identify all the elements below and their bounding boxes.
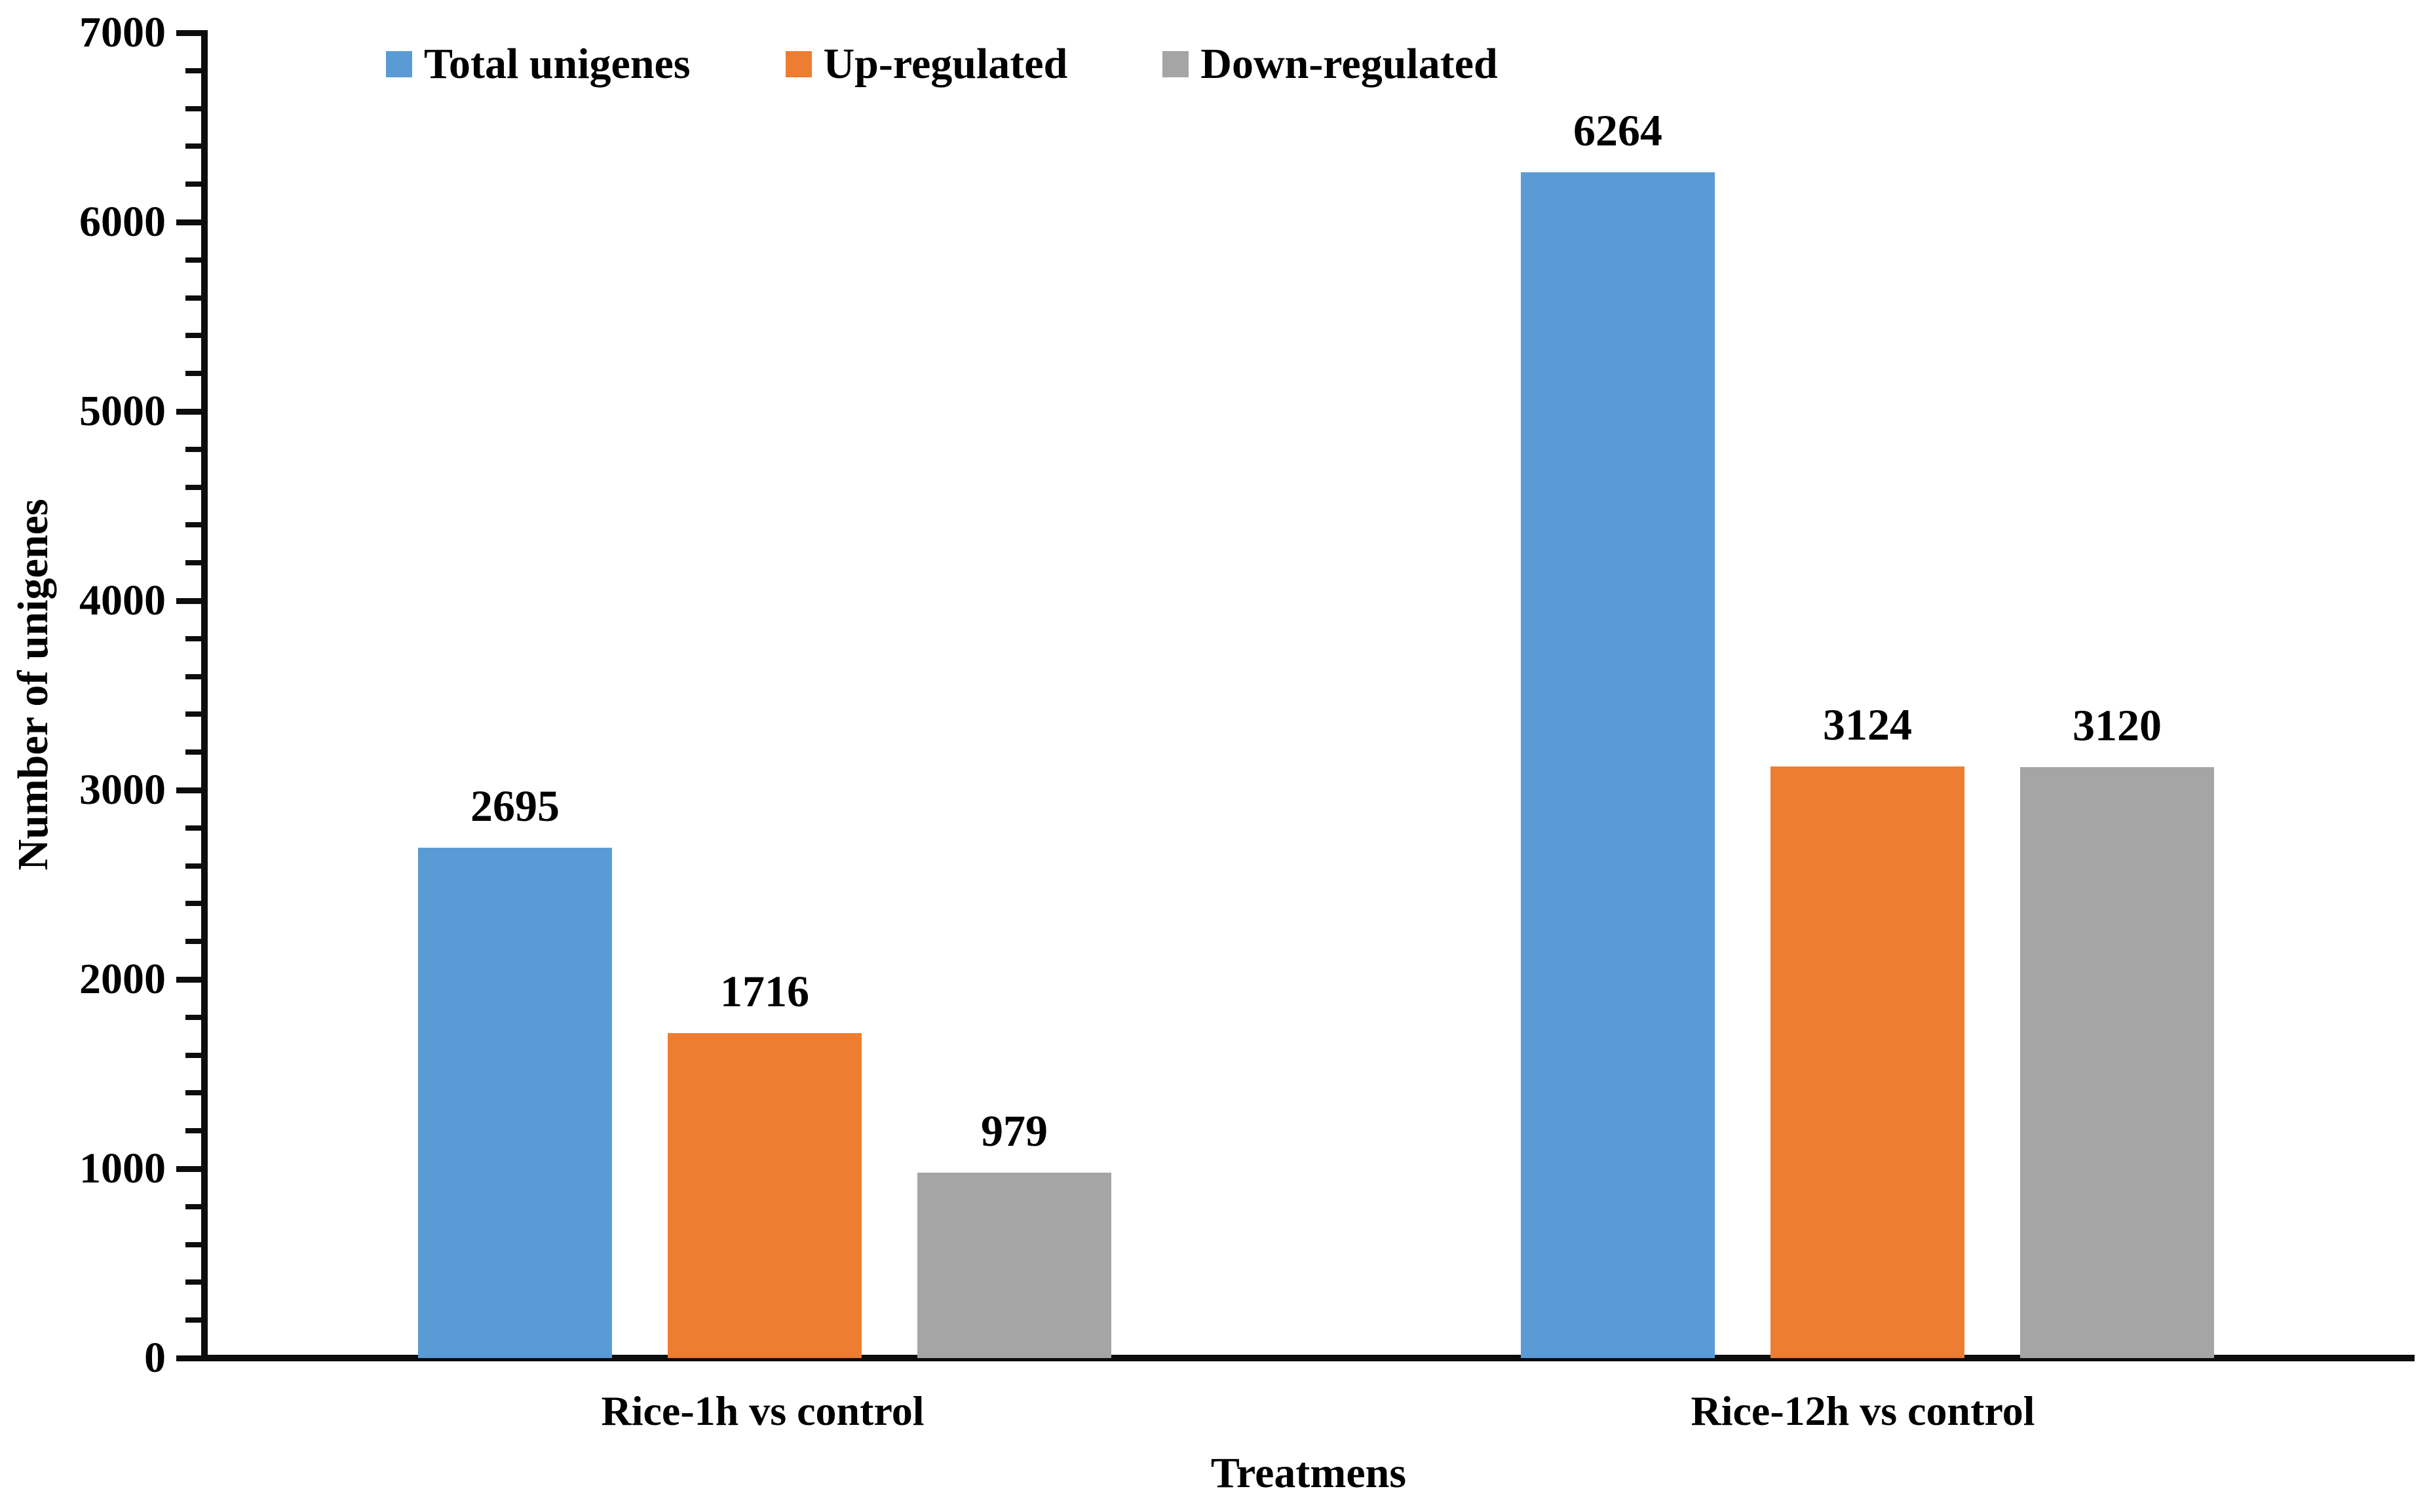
y-axis-tick-label: 3000	[79, 766, 166, 814]
y-axis-tick-label: 4000	[79, 576, 166, 624]
y-axis-minor-tick	[185, 484, 203, 490]
bar-value-label: 6264	[1573, 105, 1662, 155]
x-axis-title: Treatmens	[1210, 1449, 1407, 1497]
y-axis-major-tick	[176, 787, 203, 793]
bar-value-label: 2695	[470, 781, 560, 831]
y-axis-minor-tick	[185, 67, 203, 73]
y-axis-minor-tick	[185, 1203, 203, 1209]
y-axis-tick-label: 2000	[79, 955, 166, 1003]
y-axis-minor-tick	[185, 825, 203, 831]
y-axis-minor-tick	[185, 1052, 203, 1058]
y-axis-major-tick	[176, 1166, 203, 1172]
bar-value-label: 979	[981, 1106, 1048, 1156]
y-axis-minor-tick	[185, 1279, 203, 1285]
y-axis-minor-tick	[185, 939, 203, 945]
legend-item-up-regulated: Up-regulated	[785, 38, 1068, 90]
bar-value-label: 3120	[2073, 700, 2162, 751]
legend-item-total-unigenes: Total unigenes	[386, 38, 691, 90]
bar-down-regulated	[917, 1173, 1111, 1358]
y-axis-tick-label: 0	[144, 1334, 166, 1382]
bar-total-unigenes	[418, 848, 612, 1358]
y-axis-major-tick	[176, 219, 203, 225]
bar-down-regulated	[2020, 767, 2214, 1358]
chart-legend: Total unigenes Up-regulated Down-regulated	[386, 38, 1498, 90]
bar-up-regulated	[1770, 766, 1964, 1358]
y-axis-minor-tick	[185, 1128, 203, 1134]
y-axis-minor-tick	[185, 1014, 203, 1020]
y-axis-minor-tick	[185, 257, 203, 263]
legend-swatch-icon	[386, 51, 412, 77]
y-axis-minor-tick	[185, 143, 203, 149]
y-axis-minor-tick	[185, 711, 203, 717]
legend-item-down-regulated: Down-regulated	[1162, 38, 1498, 90]
y-axis-minor-tick	[185, 673, 203, 679]
bar-value-label: 3124	[1823, 700, 1912, 750]
y-axis-major-tick	[176, 598, 203, 604]
y-axis-line	[201, 30, 208, 1361]
y-axis-minor-tick	[185, 295, 203, 301]
legend-swatch-icon	[785, 51, 812, 77]
y-axis-minor-tick	[185, 446, 203, 452]
y-axis-major-tick	[176, 30, 203, 36]
y-axis-major-tick	[176, 1355, 203, 1361]
y-axis-tick-label: 5000	[79, 387, 166, 435]
y-axis-tick-label: 7000	[79, 9, 166, 56]
y-axis-minor-tick	[185, 333, 203, 339]
y-axis-minor-tick	[185, 635, 203, 641]
y-axis-minor-tick	[185, 560, 203, 566]
y-axis-minor-tick	[185, 181, 203, 187]
y-axis-minor-tick	[185, 371, 203, 377]
y-axis-tick-label: 1000	[79, 1144, 166, 1192]
y-axis-minor-tick	[185, 1317, 203, 1323]
y-axis-tick-label: 6000	[79, 198, 166, 246]
legend-swatch-icon	[1162, 51, 1189, 77]
x-axis-line	[201, 1355, 2415, 1361]
bar-up-regulated	[668, 1033, 862, 1358]
legend-label: Total unigenes	[424, 40, 691, 88]
y-axis-minor-tick	[185, 105, 203, 111]
y-axis-minor-tick	[185, 863, 203, 869]
x-category-label: Rice-1h vs control	[601, 1388, 925, 1434]
bar-value-label: 1716	[720, 966, 809, 1017]
bar-total-unigenes	[1521, 172, 1715, 1358]
y-axis-minor-tick	[185, 1241, 203, 1247]
y-axis-minor-tick	[185, 749, 203, 755]
y-axis-minor-tick	[185, 1090, 203, 1096]
y-axis-minor-tick	[185, 522, 203, 528]
legend-label: Up-regulated	[823, 40, 1068, 88]
legend-label: Down-regulated	[1200, 40, 1498, 88]
y-axis-minor-tick	[185, 901, 203, 907]
y-axis-major-tick	[176, 409, 203, 415]
x-category-label: Rice-12h vs control	[1691, 1388, 2035, 1434]
y-axis-major-tick	[176, 977, 203, 983]
